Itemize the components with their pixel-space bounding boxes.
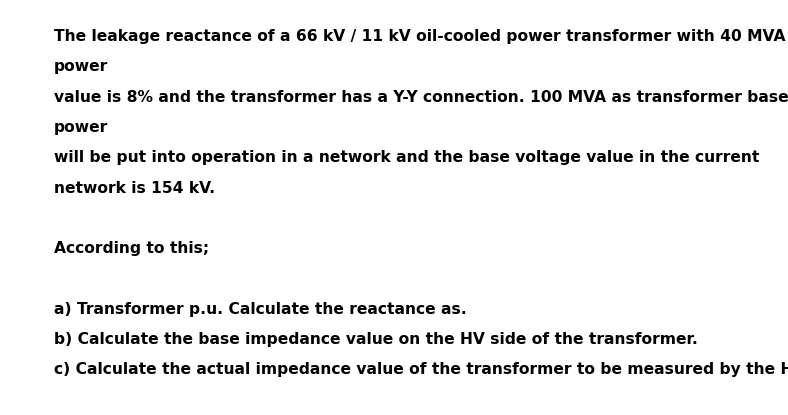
- Text: a) Transformer p.u. Calculate the reactance as.: a) Transformer p.u. Calculate the reacta…: [54, 302, 466, 317]
- Text: According to this;: According to this;: [54, 241, 209, 256]
- Text: network is 154 kV.: network is 154 kV.: [54, 181, 214, 195]
- Text: c) Calculate the actual impedance value of the transformer to be measured by the: c) Calculate the actual impedance value …: [54, 362, 788, 377]
- Text: power: power: [54, 59, 108, 74]
- Text: The leakage reactance of a 66 kV / 11 kV oil-cooled power transformer with 40 MV: The leakage reactance of a 66 kV / 11 kV…: [54, 29, 785, 44]
- Text: value is 8% and the transformer has a Y-Y connection. 100 MVA as transformer bas: value is 8% and the transformer has a Y-…: [54, 90, 788, 105]
- Text: b) Calculate the base impedance value on the HV side of the transformer.: b) Calculate the base impedance value on…: [54, 332, 697, 347]
- Text: will be put into operation in a network and the base voltage value in the curren: will be put into operation in a network …: [54, 150, 759, 165]
- Text: power: power: [54, 120, 108, 135]
